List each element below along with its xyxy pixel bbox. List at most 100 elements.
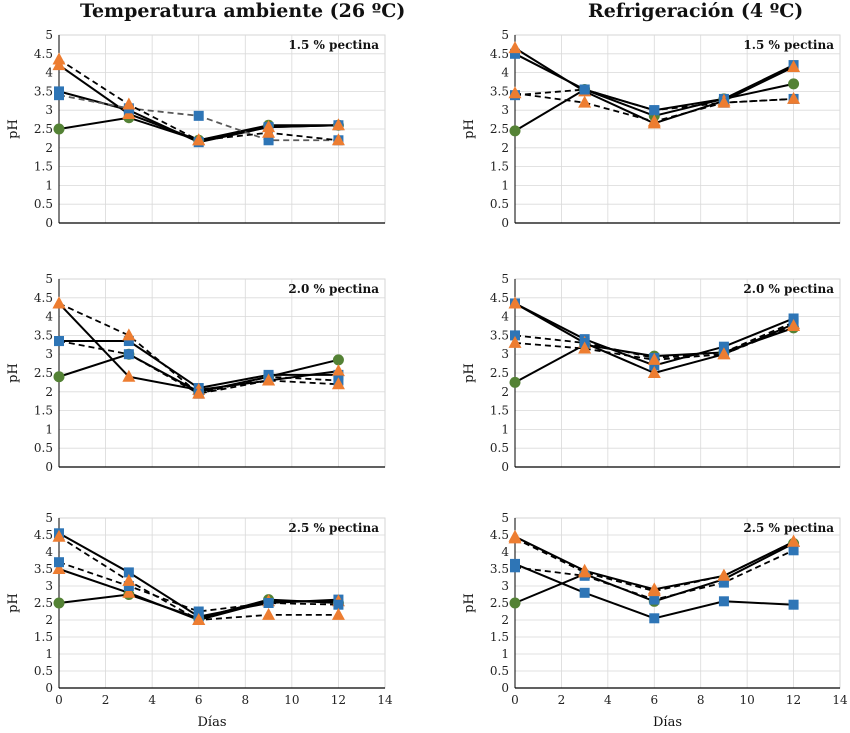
data-point-square [718, 596, 729, 607]
data-point-square [718, 341, 729, 352]
data-point-triangle [508, 41, 522, 54]
pectin-annotation: 1.5 % pectina [743, 38, 834, 52]
data-point-square [123, 581, 134, 591]
data-point-circle [53, 597, 65, 609]
data-point-square [579, 587, 590, 598]
y-tick-label: 1.5 [34, 160, 53, 174]
x-tick-label: 10 [740, 693, 755, 707]
y-tick-label: 3.5 [490, 328, 509, 342]
y-axis-label: pH [462, 593, 477, 613]
title-right: Refrigeración (4 ºC) [588, 0, 804, 22]
data-point-square [123, 567, 134, 578]
data-point-square [123, 349, 134, 360]
x-axis-label: Días [653, 715, 682, 730]
y-tick-label: 4 [45, 310, 53, 324]
data-point-triangle [717, 568, 731, 581]
data-point-square [333, 599, 344, 610]
y-tick-label: 1 [501, 647, 509, 661]
y-tick-label: 2 [45, 141, 53, 155]
y-tick-label: 0.5 [490, 197, 509, 211]
chart-panel-left-3: 0 0.5 1 1.5 2 2.5 3 3.5 4 4.5 5 0 2 4 6 8 10 12 14 pH Días 2.… [6, 511, 393, 730]
data-point-square [718, 577, 729, 588]
y-tick-label: 1 [45, 647, 53, 661]
y-tick-label: 0 [45, 460, 53, 474]
data-point-circle [53, 123, 65, 135]
y-tick-label: 2.5 [490, 596, 509, 610]
x-tick-label: 2 [102, 693, 110, 707]
y-axis-label: pH [6, 593, 21, 613]
data-point-square [54, 557, 64, 568]
pectin-annotation: 2.0 % pectina [743, 282, 834, 296]
data-point-circle [509, 597, 521, 609]
data-point-triangle [192, 613, 206, 625]
data-point-triangle [122, 97, 136, 110]
y-tick-label: 2 [501, 613, 509, 627]
data-point-triangle [262, 125, 276, 138]
y-tick-label: 1 [45, 422, 53, 436]
data-point-triangle [647, 584, 661, 597]
data-point-circle [332, 354, 344, 366]
data-point-triangle [647, 352, 661, 365]
data-point-triangle [508, 86, 522, 99]
series-line-triangle-dashed [58, 302, 339, 395]
y-tick-label: 3.5 [34, 328, 53, 342]
data-point-triangle [52, 52, 66, 65]
data-point-triangle [192, 386, 206, 399]
data-point-square [510, 562, 520, 573]
x-tick-label: 4 [148, 693, 156, 707]
data-point-square [788, 599, 799, 610]
data-point-square [123, 336, 134, 347]
y-tick-label: 1.5 [34, 630, 53, 644]
data-point-triangle [647, 114, 661, 127]
y-tick-label: 2 [501, 385, 509, 399]
x-tick-label: 12 [786, 693, 801, 707]
data-point-square [579, 84, 590, 95]
data-point-square [649, 360, 660, 371]
y-tick-label: 2.5 [490, 122, 509, 136]
data-point-square [193, 110, 204, 121]
data-point-triangle [787, 59, 801, 72]
data-point-triangle [122, 585, 136, 598]
y-tick-label: 4.5 [34, 528, 53, 542]
data-point-square [263, 598, 274, 608]
pectin-annotation: 2.0 % pectina [288, 282, 379, 296]
data-point-triangle [331, 133, 345, 146]
pectin-annotation: 2.5 % pectina [743, 521, 834, 535]
y-tick-label: 1.5 [490, 630, 509, 644]
y-tick-label: 2 [501, 141, 509, 155]
chart-panel-left-2: 0 0.5 1 1.5 2 2.5 3 3.5 4 4.5 5 pH 2.0 % pectina [6, 272, 386, 474]
data-point-triangle [578, 95, 592, 108]
y-tick-label: 0.5 [490, 664, 509, 678]
y-tick-label: 1.5 [490, 160, 509, 174]
y-tick-label: 3 [45, 347, 53, 361]
data-point-triangle [52, 296, 66, 309]
y-axis-label: pH [462, 119, 477, 139]
y-tick-label: 5 [501, 28, 509, 42]
y-tick-label: 4.5 [490, 47, 509, 61]
data-point-triangle [508, 531, 522, 544]
pectin-annotation: 1.5 % pectina [288, 38, 379, 52]
y-tick-label: 0 [501, 460, 509, 474]
data-point-triangle [122, 328, 136, 341]
y-tick-label: 1.5 [490, 404, 509, 418]
y-tick-label: 5 [45, 28, 53, 42]
data-point-circle [53, 371, 65, 383]
y-tick-label: 0.5 [34, 197, 53, 211]
y-tick-label: 4 [501, 545, 509, 559]
data-point-triangle [578, 565, 592, 578]
series-line-triangle-dashed [514, 537, 794, 593]
x-tick-label: 10 [284, 693, 299, 707]
x-tick-label: 6 [195, 693, 203, 707]
y-tick-label: 3.5 [34, 84, 53, 98]
y-tick-label: 5 [45, 511, 53, 525]
data-point-circle [509, 376, 521, 388]
data-point-square [510, 48, 520, 59]
y-tick-label: 4.5 [490, 291, 509, 305]
data-point-circle [788, 78, 800, 90]
data-point-triangle [331, 118, 345, 131]
y-tick-label: 0 [45, 681, 53, 695]
y-tick-label: 3 [45, 103, 53, 117]
y-tick-label: 0.5 [490, 441, 509, 455]
y-tick-label: 0.5 [34, 664, 53, 678]
x-tick-label: 14 [832, 693, 848, 707]
